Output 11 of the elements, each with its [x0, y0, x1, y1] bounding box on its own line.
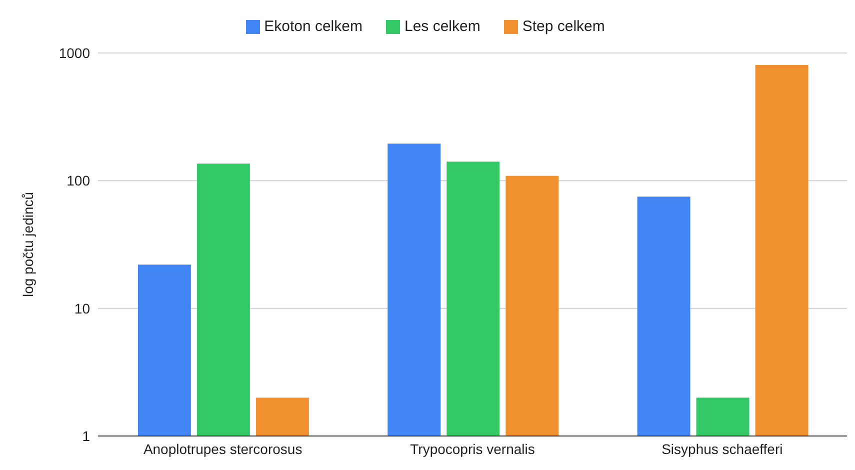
y-tick-label: 100 — [66, 172, 90, 189]
x-tick-label: Trypocopris vernalis — [410, 440, 535, 457]
legend-label: Les celkem — [404, 18, 480, 35]
y-axis-title: log počtu jedinců — [20, 192, 36, 298]
y-tick-label: 1000 — [58, 44, 90, 61]
legend-label: Ekoton celkem — [264, 18, 362, 35]
x-tick-label: Sisyphus schaefferi — [662, 440, 783, 457]
y-tick-label: 10 — [74, 300, 90, 316]
x-tick-label: Anoplotrupes stercorosus — [143, 440, 302, 457]
legend-label: Step celkem — [522, 18, 605, 35]
y-tick-label: 1 — [82, 428, 90, 444]
